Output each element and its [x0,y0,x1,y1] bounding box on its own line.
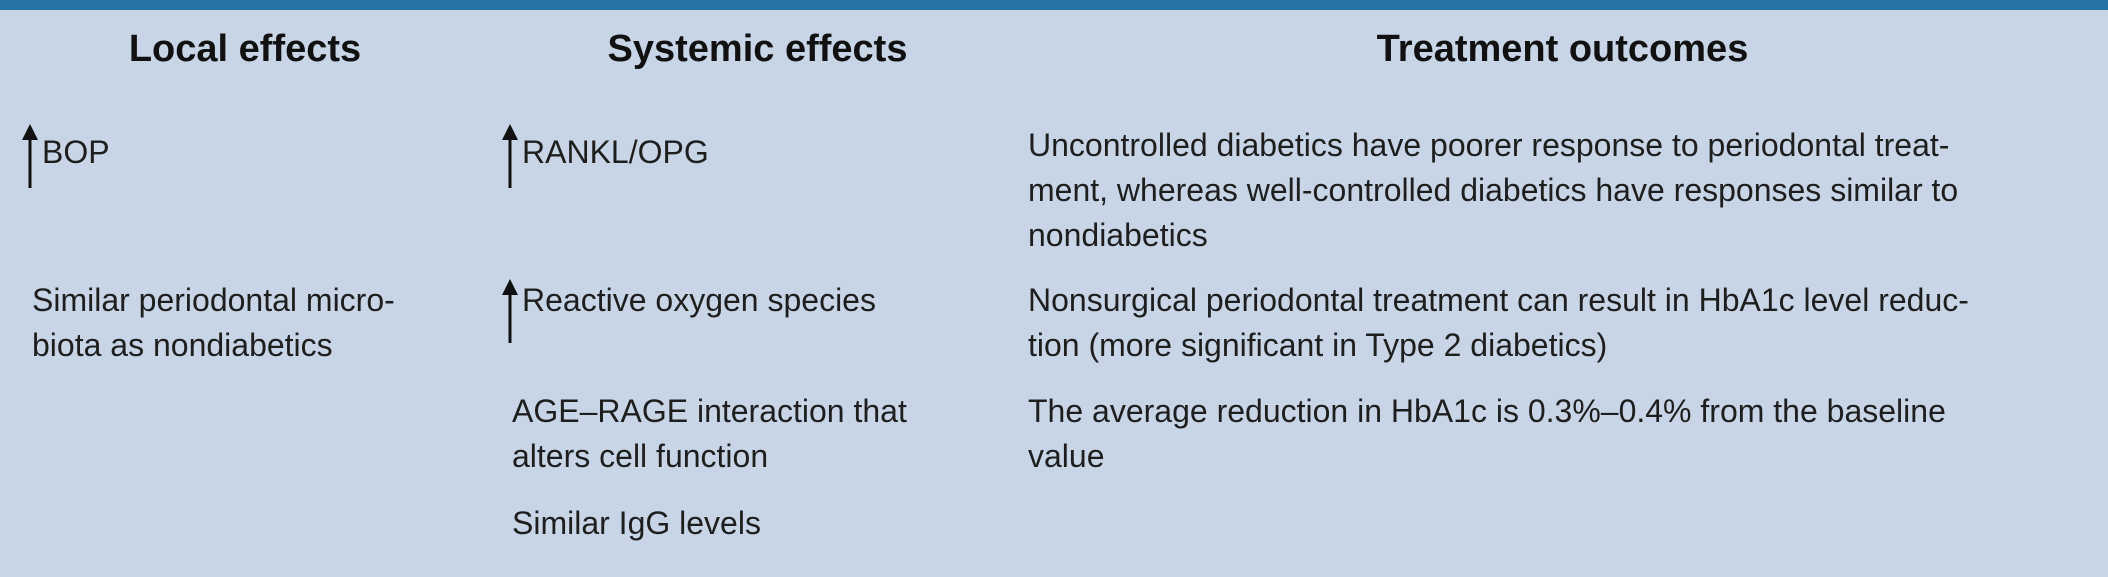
systemic-effect-rankl-opg: RANKL/OPG [500,120,1010,188]
treatment-outcome-response-line3: nondiabetics [1028,217,1208,253]
local-effect-bop: BOP [20,120,480,188]
systemic-effect-ros: Reactive oxygen species [500,275,1010,343]
systemic-effect-age-rage-line1: AGE–RAGE interaction that [512,393,907,429]
systemic-effect-rankl-opg-text: RANKL/OPG [522,134,709,170]
treatment-outcomes-header: Treatment outcomes [1376,28,1749,70]
systemic-effect-age-rage: AGE–RAGE interaction that alters cell fu… [512,389,1012,479]
systemic-effect-age-rage-line2: alters cell function [512,438,769,474]
systemic-effect-igg: Similar IgG levels [512,501,1012,546]
local-effects-header: Local effects [128,28,362,70]
up-arrow-icon [500,279,520,343]
treatment-outcome-response-line2: ment, whereas well-controlled diabetics … [1028,172,1959,208]
treatment-outcome-response: Uncontrolled diabetics have poorer respo… [1028,123,2098,258]
local-effect-microbiota-line2: biota as nondiabetics [32,327,333,363]
local-effect-microbiota: Similar periodontal micro- biota as nond… [32,278,482,368]
up-arrow-icon [500,124,520,188]
systemic-effect-igg-text: Similar IgG levels [512,505,761,541]
treatment-outcome-average-reduction-line1: The average reduction in HbA1c is 0.3%–0… [1028,393,1946,429]
treatment-outcome-average-reduction: The average reduction in HbA1c is 0.3%–0… [1028,389,2098,479]
treatment-outcome-hba1c-reduction-line1: Nonsurgical periodontal treatment can re… [1028,282,1969,318]
local-effect-bop-text: BOP [42,134,110,170]
treatment-outcome-average-reduction-line2: value [1028,438,1105,474]
treatment-outcome-hba1c-reduction-line2: tion (more significant in Type 2 diabeti… [1028,327,1608,363]
treatment-outcome-hba1c-reduction: Nonsurgical periodontal treatment can re… [1028,278,2098,368]
local-effect-microbiota-line1: Similar periodontal micro- [32,282,395,318]
up-arrow-icon [20,124,40,188]
treatment-outcome-response-line1: Uncontrolled diabetics have poorer respo… [1028,127,1950,163]
systemic-effects-header: Systemic effects [607,28,908,70]
systemic-effect-ros-text: Reactive oxygen species [522,282,876,318]
